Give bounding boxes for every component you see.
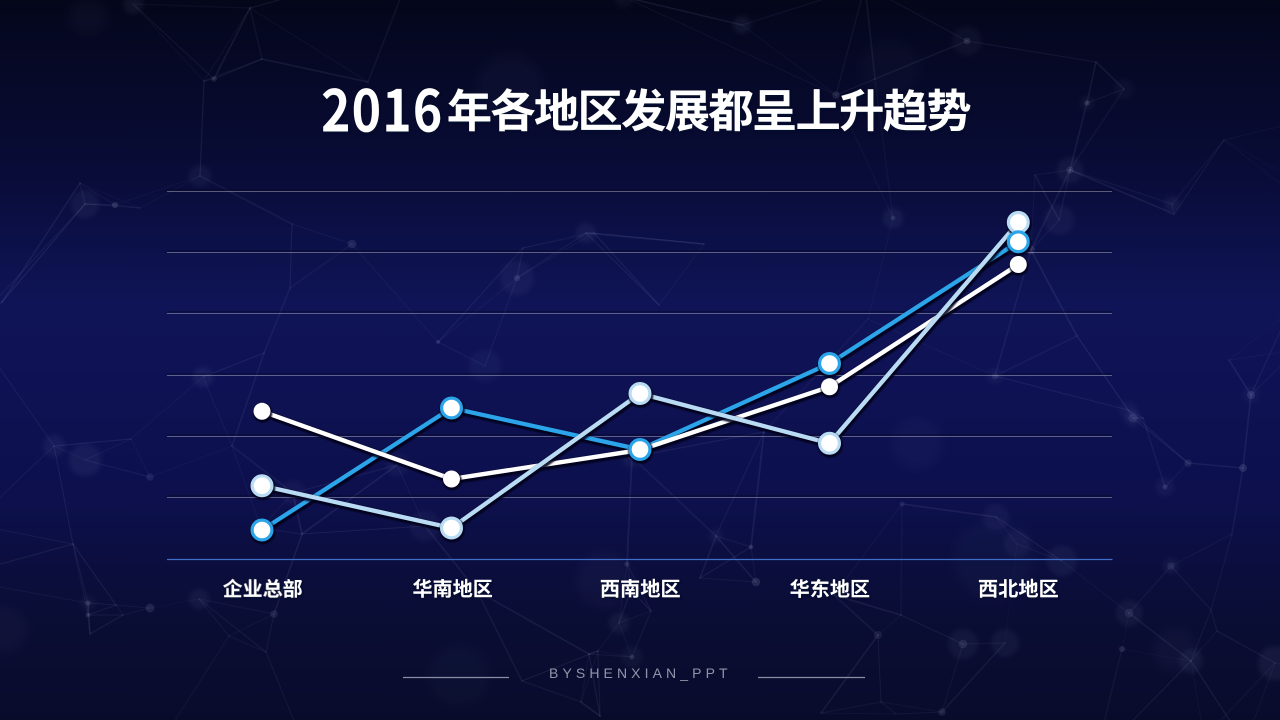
svg-text:BYSHENXIAN_PPT: BYSHENXIAN_PPT bbox=[549, 665, 732, 681]
